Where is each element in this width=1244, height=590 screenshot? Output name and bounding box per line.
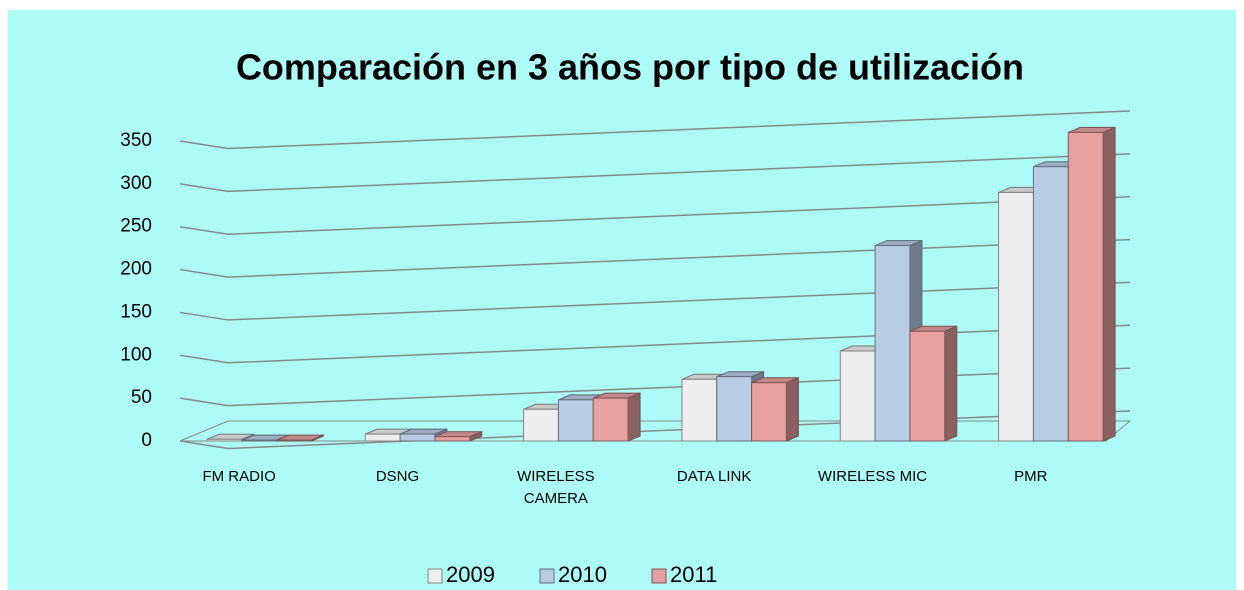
- chart-title: Comparación en 3 años por tipo de utiliz…: [236, 47, 1024, 88]
- bar-face: [592, 397, 629, 442]
- y-tick-label: 300: [120, 173, 152, 194]
- x-tick-label: DATA LINK: [676, 468, 752, 485]
- bar-face: [557, 399, 594, 442]
- bar-face: [716, 376, 753, 442]
- bar-face: [1067, 131, 1104, 442]
- legend-swatch: [539, 568, 555, 584]
- bar-face: [998, 191, 1034, 442]
- grid-line: [179, 110, 1131, 150]
- bar-face: [751, 382, 787, 442]
- legend-swatch: [427, 568, 443, 584]
- bar-face: [399, 433, 436, 442]
- legend-label: 2011: [670, 562, 717, 587]
- y-tick-label: 200: [120, 259, 152, 280]
- bar-face: [276, 439, 312, 442]
- legend-swatch: [651, 568, 667, 584]
- bar: [592, 392, 641, 442]
- y-tick-label: 50: [131, 387, 152, 408]
- bar-face: [1102, 126, 1116, 442]
- bar-face: [874, 245, 911, 442]
- bar-face: [839, 350, 876, 442]
- y-tick-label: 250: [120, 216, 152, 237]
- grid-line: [179, 281, 1131, 321]
- bar-face: [206, 438, 243, 442]
- bar-face: [909, 330, 946, 442]
- bar-face: [1032, 166, 1069, 442]
- y-tick-label: 150: [120, 301, 152, 322]
- x-tick-label: WIRELESS MIC: [817, 468, 928, 485]
- bar: [276, 434, 324, 442]
- y-tick-label: 350: [120, 130, 152, 151]
- bar-face: [364, 433, 401, 442]
- grid-line: [179, 195, 1131, 235]
- bar: [434, 430, 483, 442]
- bar-face: [434, 436, 471, 442]
- y-tick-label: 0: [141, 430, 152, 451]
- bar: [1067, 126, 1116, 442]
- grid-line: [179, 153, 1131, 193]
- y-tick-label: 100: [120, 344, 152, 365]
- x-tick-label: PMR: [1014, 468, 1048, 485]
- x-tick-label: FM RADIO: [202, 468, 276, 485]
- grid-line: [179, 324, 1131, 364]
- x-tick-label: WIRELESS CAMERA: [517, 468, 595, 507]
- floor: [179, 420, 1132, 442]
- bar-face: [627, 392, 641, 442]
- grid-line: [179, 367, 1131, 407]
- x-tick-label: DSNG: [375, 468, 420, 485]
- legend-label: 2010: [558, 562, 607, 587]
- bar-face: [241, 439, 278, 442]
- bar-face: [785, 376, 799, 442]
- bar-face: [944, 325, 958, 442]
- bar: [751, 376, 799, 442]
- legend-label: 2009: [446, 562, 495, 587]
- grid-line: [179, 238, 1131, 278]
- bar-face: [523, 408, 559, 442]
- bar: [909, 325, 958, 442]
- bar-face: [681, 378, 718, 442]
- grid-line: [179, 410, 1131, 450]
